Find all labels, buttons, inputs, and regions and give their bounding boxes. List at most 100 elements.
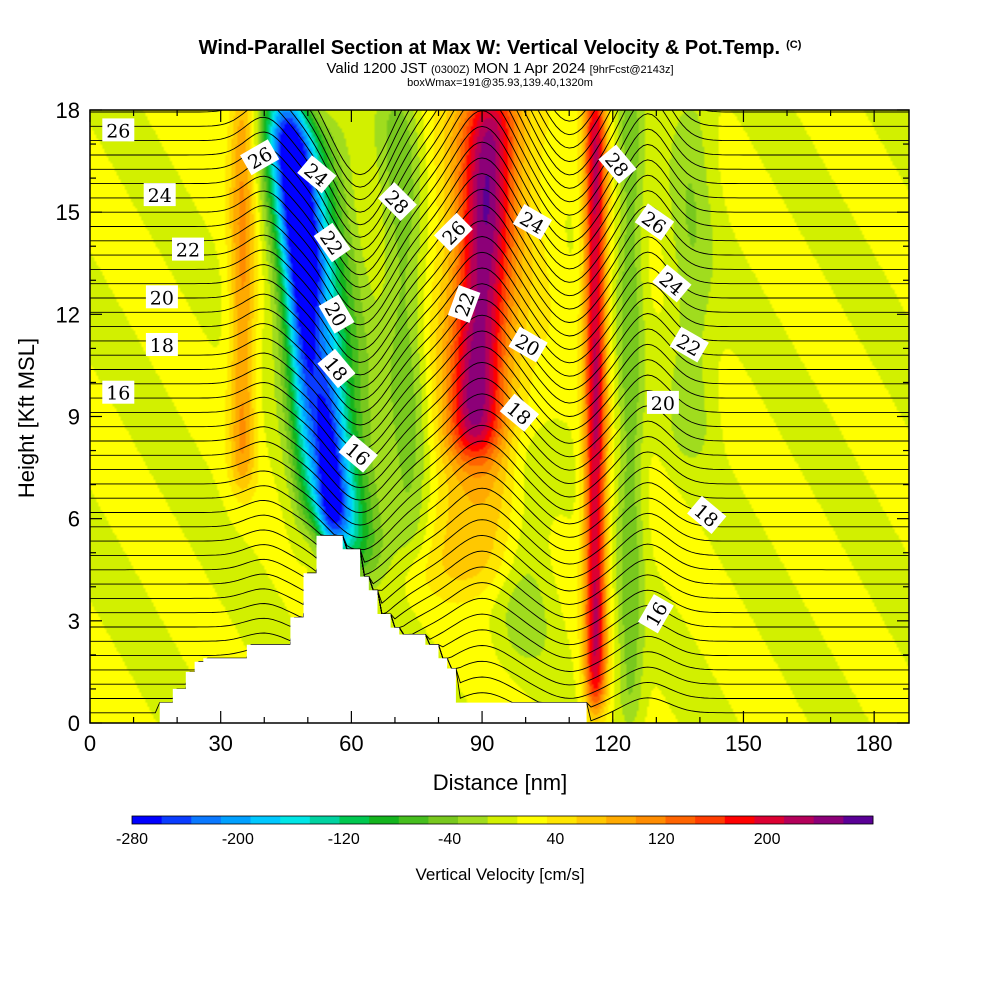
isentrope-line	[90, 141, 909, 301]
isentrope-line	[90, 534, 909, 604]
contour-label: 26	[102, 118, 135, 142]
x-tick-label: 60	[339, 731, 363, 756]
colorbar-swatch	[220, 816, 251, 824]
colorbar-swatch	[843, 816, 874, 824]
chart-subtitle: Valid 1200 JST (0300Z) MON 1 Apr 2024 [9…	[326, 60, 674, 77]
isentrope-line	[90, 220, 909, 363]
y-tick-label: 9	[68, 405, 80, 430]
colorbar-swatch	[161, 816, 192, 824]
x-axis-label: Distance [nm]	[433, 770, 568, 795]
contour-label: 18	[145, 333, 178, 357]
x-tick-label: 30	[208, 731, 232, 756]
isentrope-line	[90, 251, 909, 388]
isentrope-line	[90, 110, 909, 238]
potential-temperature-contours	[90, 110, 909, 722]
colorbar-swatch	[665, 816, 696, 824]
colorbar-swatch	[280, 816, 311, 824]
y-tick-label: 6	[68, 507, 80, 532]
colorbar-swatch	[606, 816, 637, 824]
y-tick-label: 15	[56, 200, 80, 225]
isentrope-line	[90, 125, 909, 288]
isentrope-line	[90, 204, 909, 351]
contour-label: 20	[145, 285, 178, 309]
contour-label: 20	[318, 294, 355, 334]
colorbar-tick-label: -120	[328, 831, 360, 848]
terrain-mask	[159, 535, 587, 723]
contour-label: 22	[172, 237, 204, 262]
colorbar-swatch	[546, 816, 577, 824]
colorbar-swatch	[309, 816, 340, 824]
y-axis: 0 3 6 9 12 15 18	[56, 98, 909, 736]
colorbar-tick-label: -200	[222, 831, 254, 848]
x-axis: 0 30 60 90 120 150 180	[84, 110, 893, 756]
isentrope-line	[90, 409, 909, 514]
isentrope-line	[90, 393, 909, 501]
isentrope-line	[90, 456, 909, 551]
y-tick-label: 0	[68, 711, 80, 736]
isentrope-line	[90, 519, 909, 591]
colorbar-frame	[131, 815, 874, 825]
contour-label-text: 26	[106, 120, 130, 142]
colorbar-tick-label: 200	[754, 831, 781, 848]
isentrope-line	[90, 535, 909, 615]
contour-labels: 2624222018162624222018162826222420182826…	[102, 118, 727, 634]
isentrope-line	[90, 236, 909, 376]
isentrope-line	[90, 487, 909, 576]
isentrope-line	[90, 535, 909, 646]
contour-label: 16	[102, 380, 135, 405]
colorbar-label: Vertical Velocity [cm/s]	[415, 865, 584, 884]
isentrope-line	[90, 267, 909, 401]
isentrope-line	[90, 535, 909, 672]
colorbar-tick-label: -280	[116, 831, 148, 848]
colorbar-swatch	[635, 816, 666, 824]
x-tick-label: 150	[725, 731, 762, 756]
x-tick-label: 180	[856, 731, 893, 756]
colorbar: -280 -200 -120 -40 40 120 200	[116, 815, 874, 848]
isentrope-line	[90, 503, 909, 585]
isentrope-line	[90, 314, 909, 438]
isentrope-line	[90, 110, 909, 251]
colorbar-swatch	[517, 816, 548, 824]
contour-label-text: 20	[651, 393, 675, 415]
isentrope-line	[90, 157, 909, 313]
isentrope-line	[90, 377, 909, 489]
isentrope-line	[90, 283, 909, 413]
colorbar-tick-label: -40	[438, 831, 461, 848]
isentrope-line	[90, 535, 909, 632]
contour-label-text: 20	[150, 287, 174, 309]
x-tick-label: 120	[594, 731, 631, 756]
isentrope-line	[90, 330, 909, 451]
isentrope-line	[90, 110, 909, 226]
contour-label-text: 24	[148, 185, 172, 207]
colorbar-swatch	[754, 816, 785, 824]
colorbar-swatch	[250, 816, 281, 824]
y-tick-label: 3	[68, 609, 80, 634]
isentrope-line	[90, 173, 909, 326]
colorbar-swatch	[398, 816, 429, 824]
y-axis-label: Height [Kft MSL]	[14, 338, 39, 498]
isentrope-line	[90, 472, 909, 563]
colorbar-swatch	[339, 816, 370, 824]
colorbar-swatch	[369, 816, 400, 824]
y-tick-label: 12	[56, 302, 80, 327]
contour-label-text: 22	[176, 240, 200, 262]
isentrope-line	[90, 361, 909, 476]
contour-label-text: 18	[150, 335, 174, 357]
x-tick-label: 90	[470, 731, 494, 756]
colorbar-swatch	[191, 816, 222, 824]
box-info: boxWmax=191@35.93,139.40,1320m	[407, 77, 593, 89]
colorbar-swatch	[813, 816, 844, 824]
contour-label: 20	[646, 390, 679, 415]
contour-label-text: 16	[106, 383, 130, 405]
colorbar-swatch	[724, 816, 755, 824]
x-tick-label: 0	[84, 731, 96, 756]
colorbar-tick-label: 40	[547, 831, 565, 848]
isentrope-line	[90, 440, 909, 539]
isentrope-line	[90, 346, 909, 464]
colorbar-swatch	[428, 816, 459, 824]
isentrope-line	[90, 188, 909, 338]
colorbar-tick-label: 120	[648, 831, 675, 848]
forecast-info: [9hrFcst@2143z]	[589, 64, 674, 76]
valid-zulu: (0300Z)	[430, 64, 470, 76]
